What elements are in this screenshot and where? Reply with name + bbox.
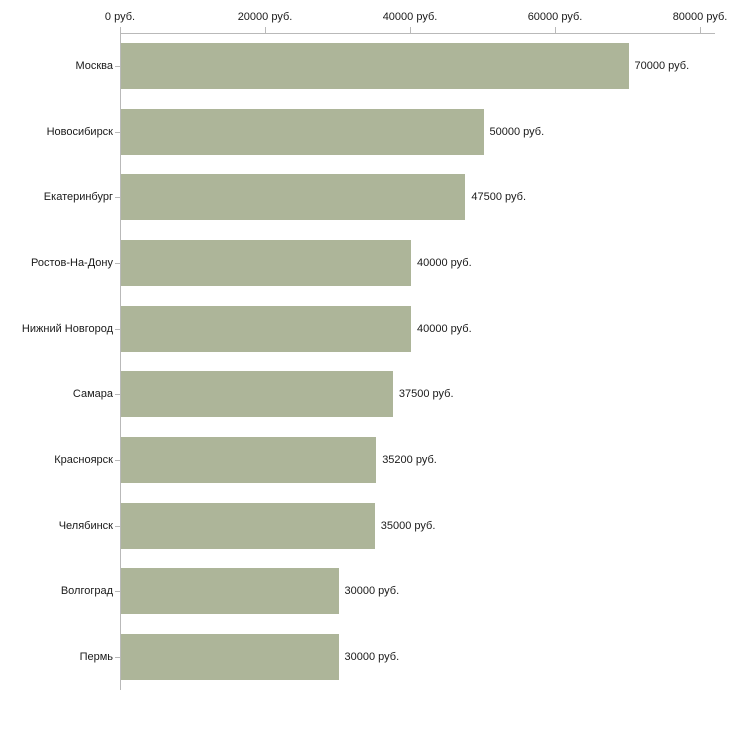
y-axis-tick-mark [115,263,120,264]
value-label: 50000 руб. [489,125,545,138]
category-label: Волгоград [60,585,113,598]
category-label: Красноярск [54,454,113,467]
y-axis-tick-mark [115,132,120,133]
y-axis-tick-mark [115,394,120,395]
y-axis-tick-mark [115,329,120,330]
bar [121,502,375,549]
bar [121,634,339,681]
x-axis-tick-label: 60000 руб. [527,11,583,23]
value-label: 40000 руб. [417,322,472,335]
x-axis-tick-label: 0 руб. [104,11,136,23]
category-label: Пермь [79,651,113,664]
y-axis-line [120,33,121,690]
x-axis-tick-label: 20000 руб. [237,11,293,23]
value-label: 35200 руб. [382,454,437,467]
x-axis-tick-mark [555,27,556,33]
value-label: 30000 руб. [344,651,400,664]
x-axis-tick-mark [410,27,411,33]
value-label: 47500 руб. [471,191,526,204]
x-axis-tick-label: 40000 руб. [382,11,438,23]
y-axis-tick-mark [115,66,120,67]
category-label: Новосибирск [46,125,113,138]
bar [121,239,411,286]
bar [121,437,377,484]
value-label: 30000 руб. [344,585,400,598]
bar [121,568,339,615]
x-axis-tick-label: 80000 руб. [672,11,728,23]
value-label: 35000 руб. [380,519,436,532]
category-label: Самара [72,388,113,401]
value-label: 70000 руб. [634,59,690,72]
category-label: Челябинск [58,519,113,532]
category-label: Нижний Новгород [21,322,113,335]
y-axis-tick-mark [115,657,120,658]
category-label: Ростов-На-Дону [30,256,113,269]
bar [121,305,411,352]
x-axis-tick-mark [265,27,266,33]
category-label: Москва [75,59,113,72]
x-axis-tick-mark [700,27,701,33]
bar [121,108,484,155]
y-axis-tick-mark [115,591,120,592]
value-label: 40000 руб. [417,256,472,269]
category-label: Екатеринбург [43,191,113,204]
bar [121,174,466,221]
x-axis-line [120,33,715,34]
bar [121,42,629,89]
y-axis-tick-mark [115,197,120,198]
x-axis-tick-mark [120,27,121,33]
bar [121,371,393,418]
y-axis-tick-mark [115,526,120,527]
y-axis-tick-mark [115,460,120,461]
value-label: 37500 руб. [398,388,454,401]
